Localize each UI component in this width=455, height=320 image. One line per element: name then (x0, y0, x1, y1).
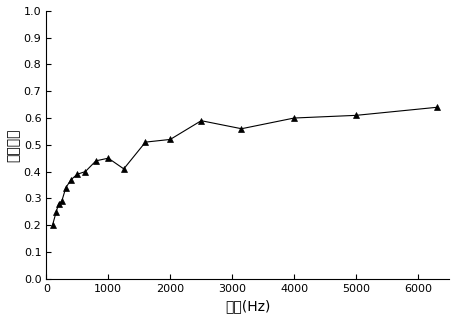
X-axis label: 频率(Hz): 频率(Hz) (224, 299, 270, 313)
Y-axis label: 吸声系数: 吸声系数 (7, 128, 21, 162)
